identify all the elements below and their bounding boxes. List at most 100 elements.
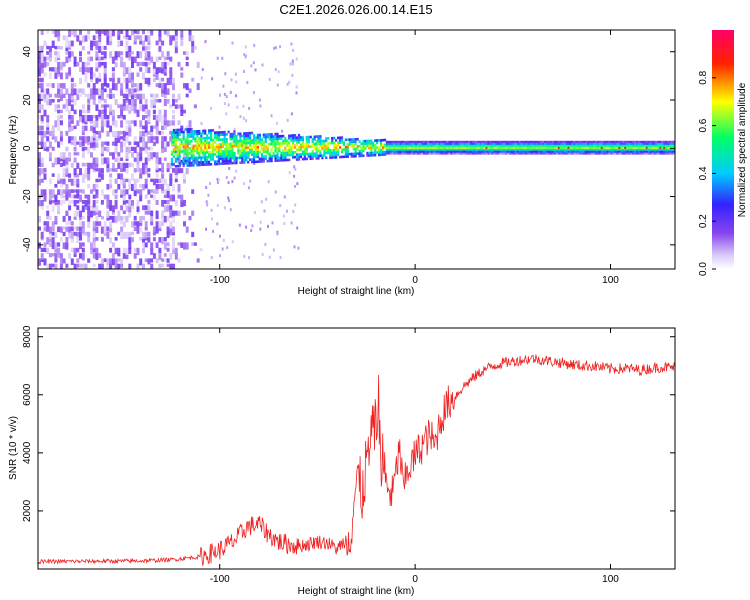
carrier-cell — [393, 146, 396, 149]
noise-cell — [183, 242, 186, 250]
noise-cell — [128, 231, 132, 238]
carrier-cell — [458, 148, 461, 151]
transition-cell — [182, 164, 185, 168]
noise-cell — [46, 125, 50, 131]
noise-cell — [100, 168, 104, 174]
noise-cell — [100, 258, 104, 264]
carrier-cell — [614, 140, 617, 143]
noise-cell — [65, 157, 69, 165]
transition-cell — [225, 159, 228, 163]
noise-cell — [177, 242, 181, 246]
noise-cell — [43, 221, 47, 226]
transition-cell — [346, 145, 349, 149]
noise-cell — [205, 186, 208, 189]
noise-cell — [128, 99, 132, 105]
carrier-cell — [589, 150, 592, 153]
noise-cell — [57, 200, 61, 205]
noise-cell — [253, 162, 256, 165]
carrier-cell — [579, 148, 582, 151]
carrier-cell — [594, 152, 598, 155]
noise-cell — [133, 215, 137, 221]
transition-cell — [309, 157, 312, 160]
transition-cell — [219, 152, 222, 156]
carrier-cell — [510, 146, 514, 149]
transition-cell — [254, 153, 258, 156]
noise-cell — [100, 88, 104, 95]
transition-cell — [325, 139, 328, 143]
noise-cell — [292, 49, 295, 52]
noise-cell — [128, 184, 132, 191]
noise-cell — [136, 178, 140, 183]
transition-cell — [194, 130, 197, 133]
noise-cell — [268, 77, 271, 81]
noise-cell — [109, 200, 113, 207]
transition-cell — [178, 162, 181, 165]
noise-cell — [277, 70, 280, 74]
noise-cell — [166, 194, 170, 199]
carrier-cell — [657, 150, 660, 153]
carrier-cell — [479, 144, 482, 147]
noise-cell — [231, 240, 234, 244]
noise-cell — [62, 242, 66, 249]
transition-cell — [323, 149, 326, 152]
noise-cell — [125, 104, 129, 111]
carrier-cell — [577, 146, 580, 149]
noise-cell — [128, 104, 132, 110]
noise-cell — [196, 83, 200, 91]
carrier-cell — [569, 140, 572, 143]
noise-cell — [180, 30, 184, 38]
transition-cell — [297, 153, 301, 156]
carrier-cell — [591, 152, 594, 155]
transition-cell — [233, 154, 236, 157]
noise-cell — [114, 136, 118, 142]
noise-cell — [59, 157, 63, 162]
noise-cell — [264, 242, 267, 246]
transition-cell — [180, 128, 183, 131]
carrier-cell — [616, 142, 619, 145]
noise-cell — [147, 231, 151, 237]
carrier-cell — [473, 140, 476, 143]
noise-cell — [260, 200, 263, 204]
transition-cell — [178, 155, 181, 158]
noise-cell — [169, 231, 173, 236]
carrier-cell — [608, 140, 611, 143]
carrier-cell — [561, 146, 564, 149]
carrier-cell — [454, 142, 457, 145]
carrier-cell — [655, 140, 658, 143]
transition-cell — [190, 164, 193, 167]
noise-cell — [40, 45, 44, 53]
transition-cell — [243, 146, 246, 150]
noise-cell — [150, 136, 154, 143]
snr-background — [38, 328, 675, 569]
carrier-cell — [665, 142, 668, 145]
noise-cell — [46, 205, 50, 209]
transition-cell — [239, 139, 242, 143]
carrier-cell — [553, 148, 557, 151]
carrier-cell — [409, 140, 412, 143]
transition-cell — [213, 153, 217, 156]
noise-cell — [54, 253, 58, 259]
carrier-cell — [481, 144, 484, 147]
carrier-cell — [573, 152, 576, 155]
noise-cell — [158, 253, 162, 260]
transition-cell — [372, 144, 375, 147]
noise-cell — [51, 189, 55, 197]
carrier-cell — [657, 152, 660, 155]
transition-cell — [325, 149, 328, 152]
noise-cell — [161, 173, 165, 179]
noise-cell — [111, 253, 115, 259]
transition-cell — [350, 143, 353, 146]
carrier-cell — [505, 150, 508, 153]
noise-cell — [68, 67, 72, 75]
carrier-cell — [505, 148, 508, 151]
noise-cell — [147, 30, 151, 34]
carrier-cell — [669, 144, 672, 147]
noise-cell — [128, 109, 132, 114]
transition-cell — [182, 133, 185, 136]
carrier-cell — [538, 146, 541, 149]
carrier-cell — [634, 146, 637, 149]
carrier-cell — [485, 152, 488, 155]
noise-cell — [43, 242, 47, 248]
noise-cell — [131, 56, 134, 64]
transition-cell — [364, 147, 367, 150]
